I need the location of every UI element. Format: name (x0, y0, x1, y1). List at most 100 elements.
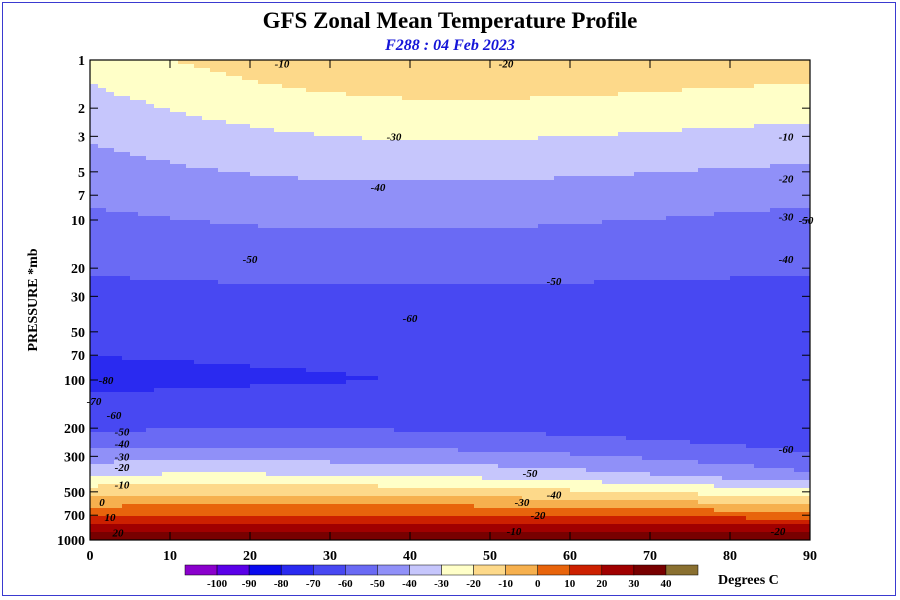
field-cell (354, 60, 363, 65)
field-cell (218, 312, 227, 317)
field-cell (354, 100, 363, 105)
field-cell (362, 432, 371, 437)
field-cell (370, 312, 379, 317)
field-cell (226, 528, 235, 533)
field-cell (114, 124, 123, 129)
field-cell (354, 136, 363, 141)
field-cell (186, 472, 195, 477)
field-cell (98, 216, 107, 221)
field-cell (298, 116, 307, 121)
field-cell (242, 288, 251, 293)
field-cell (418, 324, 427, 329)
field-cell (170, 120, 179, 125)
field-cell (314, 308, 323, 313)
field-cell (250, 112, 259, 117)
field-cell (402, 76, 411, 81)
field-cell (410, 216, 419, 221)
field-cell (130, 384, 139, 389)
field-cell (306, 252, 315, 257)
field-cell (378, 84, 387, 89)
field-cell (90, 484, 99, 489)
field-cell (330, 148, 339, 153)
field-cell (378, 380, 387, 385)
field-cell (306, 516, 315, 521)
field-cell (338, 268, 347, 273)
field-cell (178, 188, 187, 193)
field-cell (210, 296, 219, 301)
field-cell (298, 264, 307, 269)
field-cell (290, 100, 299, 105)
field-cell (210, 92, 219, 97)
field-cell (266, 104, 275, 109)
field-cell (210, 416, 219, 421)
field-cell (114, 328, 123, 333)
field-cell (202, 344, 211, 349)
field-cell (266, 224, 275, 229)
field-cell (258, 416, 267, 421)
field-cell (362, 436, 371, 441)
field-cell (114, 84, 123, 89)
field-cell (194, 260, 203, 265)
field-cell (154, 408, 163, 413)
field-cell (386, 332, 395, 337)
field-cell (338, 460, 347, 465)
field-cell (242, 504, 251, 509)
field-cell (242, 164, 251, 169)
field-cell (178, 400, 187, 405)
field-cell (306, 408, 315, 413)
field-cell (330, 212, 339, 217)
field-cell (202, 440, 211, 445)
field-cell (306, 224, 315, 229)
field-cell (250, 324, 259, 329)
field-cell (338, 504, 347, 509)
field-cell (298, 344, 307, 349)
field-cell (306, 208, 315, 213)
field-cell (258, 524, 267, 529)
field-cell (274, 232, 283, 237)
field-cell (290, 428, 299, 433)
field-cell (234, 412, 243, 417)
field-cell (306, 304, 315, 309)
field-cell (346, 232, 355, 237)
field-cell (394, 532, 403, 537)
field-cell (266, 288, 275, 293)
field-cell (146, 536, 155, 541)
field-cell (402, 480, 411, 485)
field-cell (330, 304, 339, 309)
field-cell (274, 296, 283, 301)
field-cell (130, 344, 139, 349)
field-cell (138, 428, 147, 433)
field-cell (242, 184, 251, 189)
field-cell (234, 336, 243, 341)
field-cell (146, 84, 155, 89)
field-cell (98, 136, 107, 141)
field-cell (242, 96, 251, 101)
field-cell (202, 400, 211, 405)
field-cell (298, 520, 307, 525)
field-cell (370, 300, 379, 305)
field-cell (386, 244, 395, 249)
field-cell (402, 132, 411, 137)
field-cell (298, 128, 307, 133)
field-cell (162, 68, 171, 73)
field-cell (322, 116, 331, 121)
field-cell (274, 368, 283, 373)
field-cell (258, 472, 267, 477)
field-cell (306, 364, 315, 369)
field-cell (162, 384, 171, 389)
field-cell (226, 444, 235, 449)
field-cell (338, 452, 347, 457)
field-cell (386, 172, 395, 177)
field-cell (138, 520, 147, 525)
field-cell (362, 408, 371, 413)
field-cell (290, 252, 299, 257)
field-cell (154, 412, 163, 417)
field-cell (394, 240, 403, 245)
field-cell (178, 456, 187, 461)
field-cell (282, 96, 291, 101)
field-cell (386, 256, 395, 261)
field-cell (162, 208, 171, 213)
field-cell (370, 252, 379, 257)
field-cell (130, 200, 139, 205)
field-cell (386, 364, 395, 369)
